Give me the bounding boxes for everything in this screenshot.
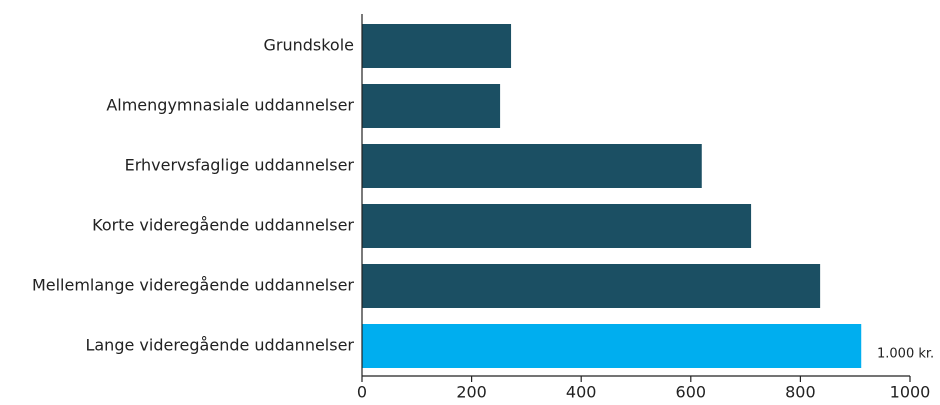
x-tick-label: 400	[566, 383, 597, 402]
x-tick-label: 800	[785, 383, 816, 402]
x-tick-label: 600	[676, 383, 707, 402]
x-axis-label: 1.000 kr.	[877, 347, 934, 362]
x-tick-label: 0	[357, 383, 367, 402]
bar	[362, 324, 862, 368]
bar	[362, 204, 752, 248]
y-tick-label: Grundskole	[263, 36, 354, 55]
y-tick-label: Lange videregående uddannelser	[85, 336, 354, 355]
x-tick-label: 200	[456, 383, 487, 402]
bar	[362, 144, 702, 188]
y-tick-label: Erhvervsfaglige uddannelser	[125, 156, 355, 175]
y-tick-label: Korte videregående uddannelser	[92, 216, 354, 235]
y-tick-label: Mellemlange videregående uddannelser	[32, 276, 354, 295]
y-tick-label: Almengymnasiale uddannelser	[106, 96, 354, 115]
bar	[362, 84, 501, 128]
bar	[362, 24, 512, 68]
x-tick-label: 1000	[890, 383, 931, 402]
bar	[362, 264, 821, 308]
